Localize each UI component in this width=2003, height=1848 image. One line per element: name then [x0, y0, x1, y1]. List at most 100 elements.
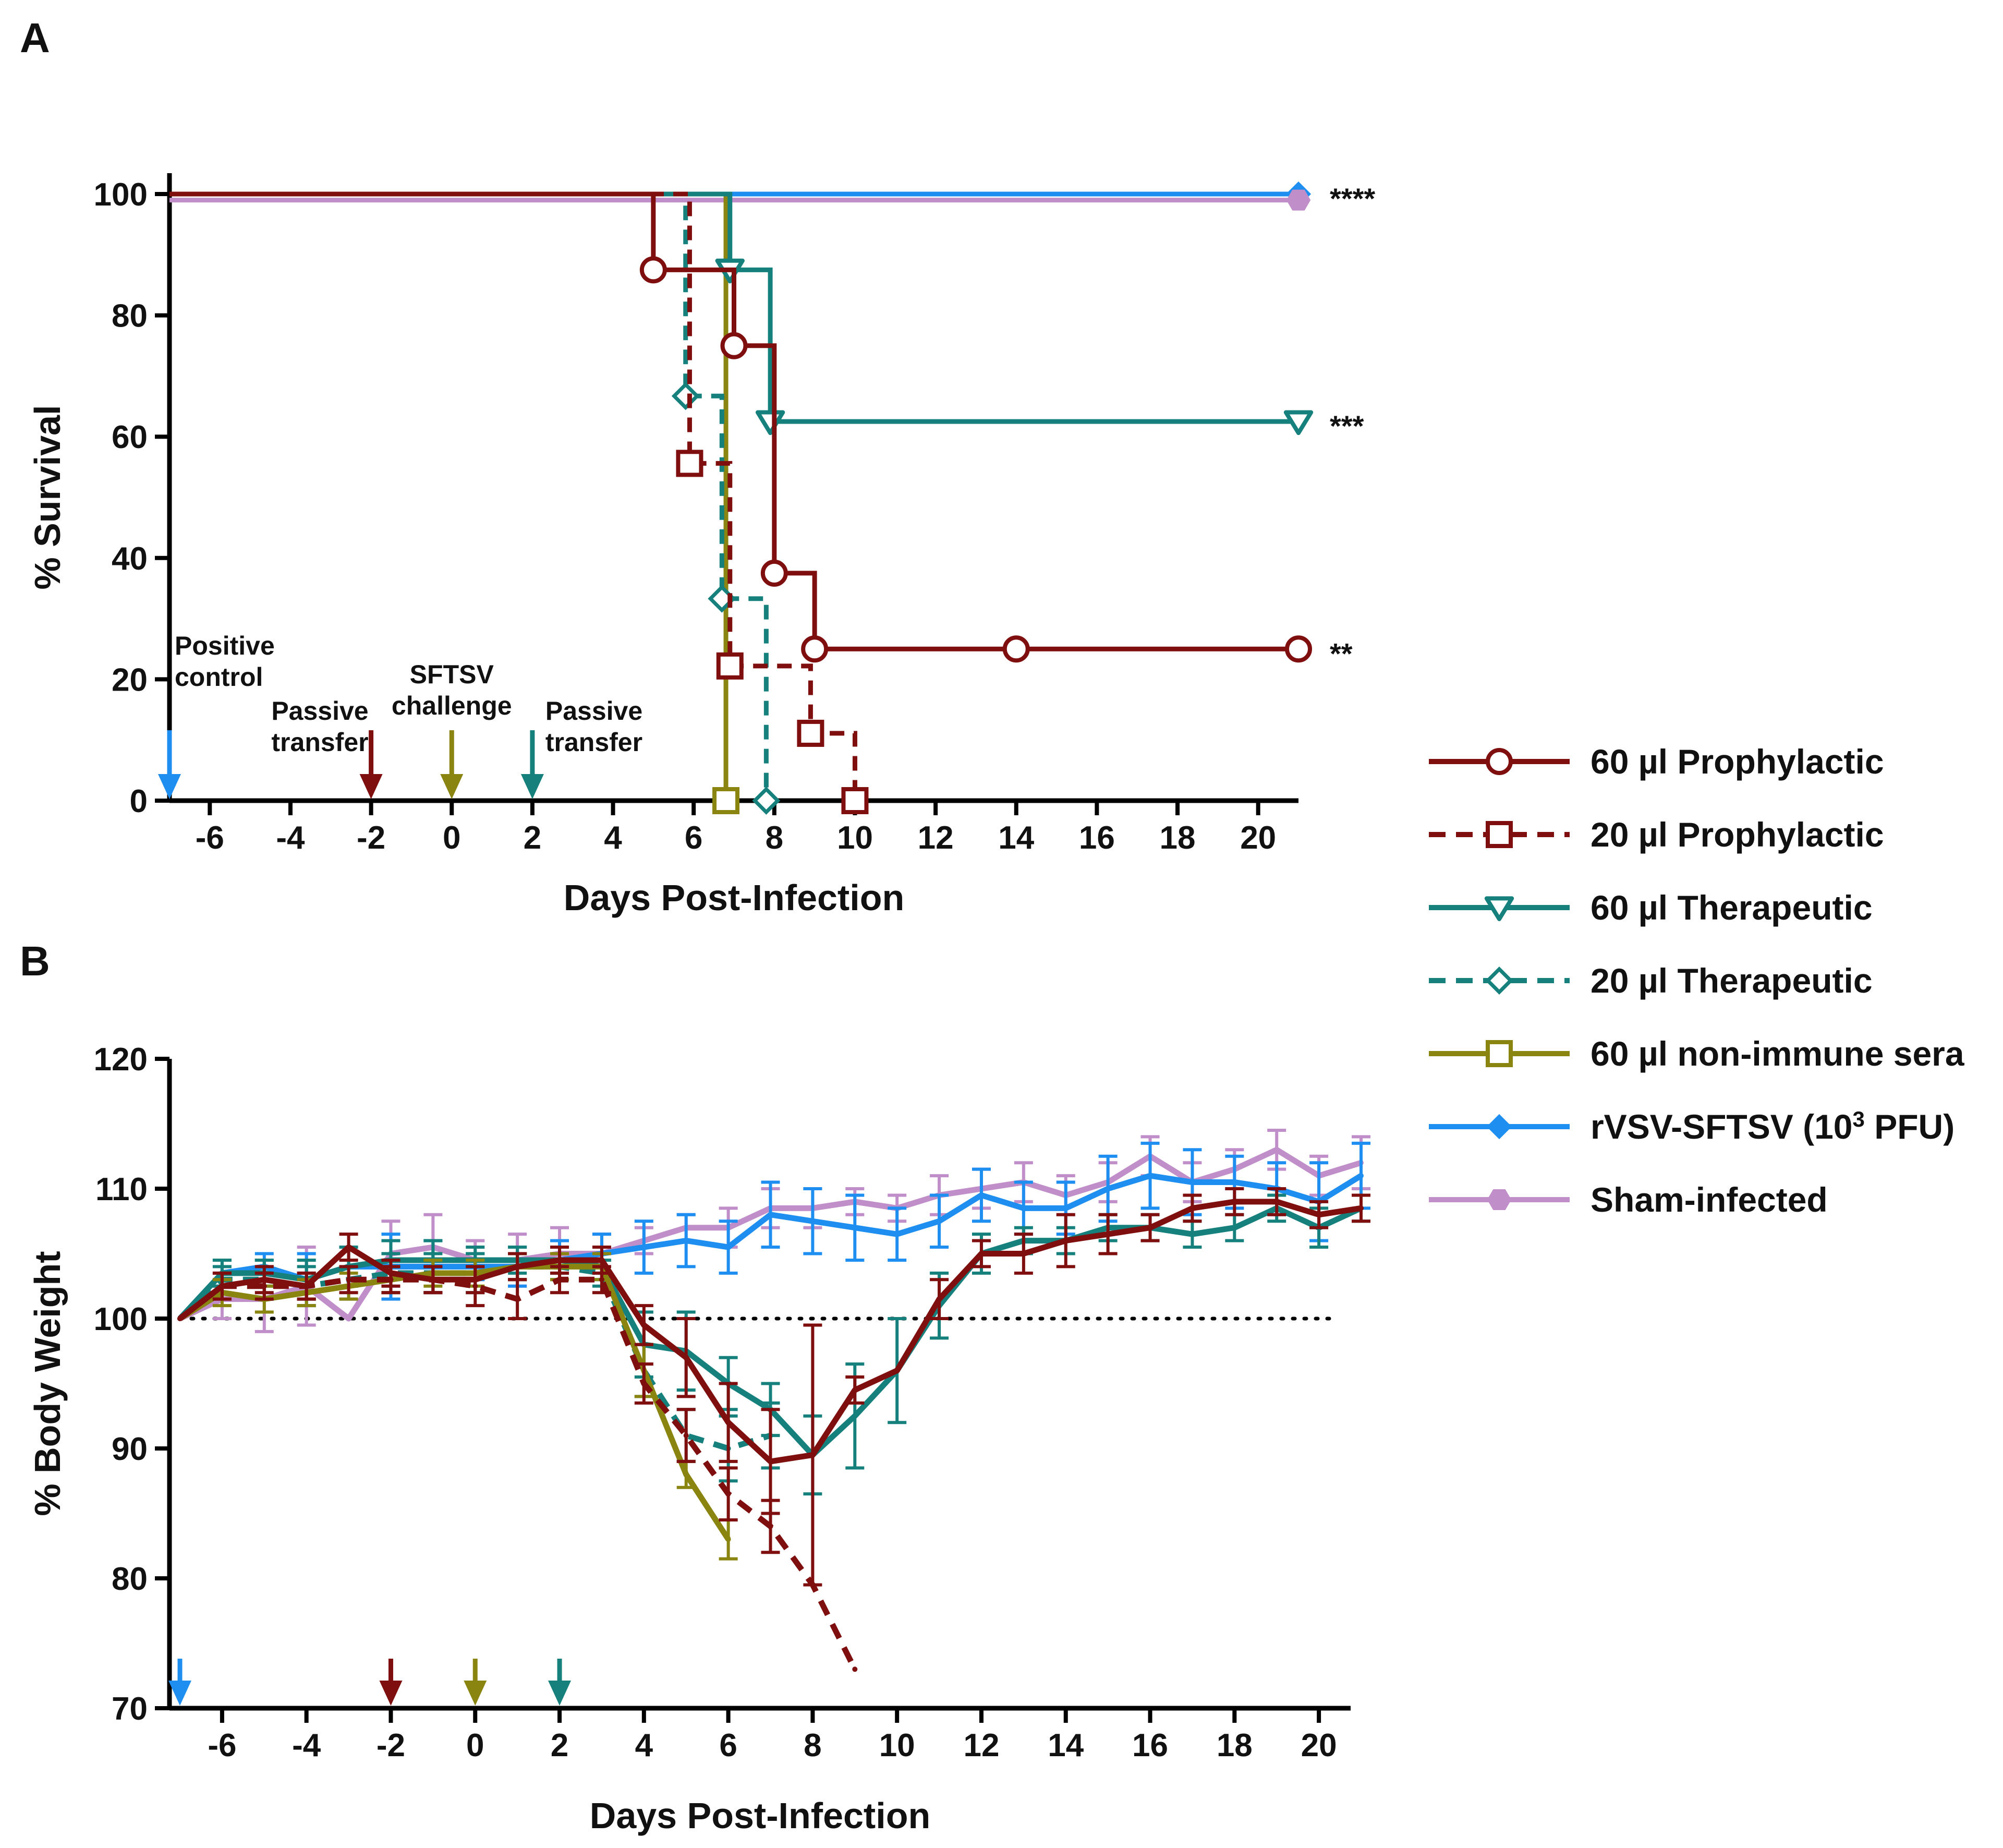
- survival-marker-p60: [720, 332, 748, 359]
- weight-point-p60: [472, 1277, 478, 1283]
- weight-y-tick-label: 100: [94, 1301, 148, 1337]
- survival-x-tick-label: 4: [604, 820, 622, 856]
- legend-marker-sham: [1487, 1189, 1512, 1211]
- survival-x-tick-label: 14: [998, 820, 1034, 856]
- legend-item-rvsv: rVSV-SFTSV (103 PFU): [1424, 1090, 1992, 1163]
- weight-point-rvsv: [1063, 1205, 1069, 1211]
- weight-x-tick-label: 20: [1301, 1728, 1337, 1764]
- survival-x-tick-label: 20: [1240, 820, 1276, 856]
- legend-label-n60: 60 µl non-immune sera: [1591, 1034, 1964, 1073]
- weight-point-rvsv: [1105, 1186, 1111, 1191]
- survival-event-label: transfer: [545, 728, 642, 757]
- legend-marker-t20: [1485, 967, 1513, 995]
- legend-label-p60: 60 µl Prophylactic: [1591, 742, 1884, 781]
- survival-significance: **: [1330, 637, 1353, 670]
- weight-event-arrow-rvsv-head: [168, 1681, 191, 1706]
- body-weight-chart: 70 80 90 100 110 120 -6 -4 -2 0 2 4 6 8 10 12 14 16 18 20 Da…: [27, 1042, 1370, 1836]
- survival-event-arrow-t60: [520, 730, 544, 799]
- survival-marker-p60: [801, 635, 829, 663]
- survival-significance: ***: [1330, 409, 1364, 442]
- legend-swatch-sham: [1429, 1189, 1570, 1211]
- legend-label-rvsv-suffix: PFU): [1864, 1107, 1955, 1146]
- survival-event-label: SFTSV: [410, 660, 494, 689]
- survival-significance: ****: [1330, 182, 1375, 215]
- weight-y-tick-label: 70: [112, 1691, 148, 1727]
- weight-point-rvsv: [1147, 1173, 1153, 1179]
- weight-event-arrow-n60-head: [464, 1681, 487, 1706]
- weight-point-p20: [683, 1433, 689, 1439]
- weight-point-p60: [1274, 1199, 1280, 1204]
- survival-marker-p60: [1002, 635, 1030, 663]
- survival-y-tick-label: 40: [112, 541, 148, 577]
- weight-point-p60: [768, 1458, 773, 1464]
- survival-marker-p60: [760, 559, 788, 587]
- weight-y-tick-label: 110: [95, 1171, 148, 1207]
- weight-point-p60: [515, 1264, 520, 1270]
- survival-y-tick-label: 80: [112, 298, 148, 334]
- legend-item-p60: 60 µl Prophylactic: [1424, 725, 1992, 798]
- legend-label-p20: 20 µl Prophylactic: [1591, 815, 1884, 854]
- survival-marker-p60: [639, 256, 667, 284]
- weight-point-t60: [1232, 1225, 1237, 1230]
- survival-x-axis-title: Days Post-Infection: [564, 877, 904, 918]
- survival-event-arrow-rvsv: [158, 730, 181, 799]
- survival-y-tick-label: 0: [130, 783, 148, 819]
- legend-label-t20: 20 µl Therapeutic: [1591, 961, 1873, 1000]
- weight-point-p60: [1316, 1212, 1322, 1217]
- legend-item-t20: 20 µl Therapeutic: [1424, 944, 1992, 1017]
- survival-marker-p20: [716, 652, 744, 680]
- legend-marker-n60: [1486, 1040, 1513, 1067]
- survival-y-tick-label: 20: [112, 662, 148, 698]
- weight-point-sham: [346, 1316, 351, 1321]
- survival-y-tick-label: 100: [94, 177, 148, 213]
- weight-x-tick-label: 18: [1217, 1728, 1253, 1764]
- weight-point-p20: [557, 1277, 563, 1283]
- survival-event-arrow-p60: [359, 730, 383, 799]
- weight-point-rvsv: [641, 1245, 647, 1250]
- legend-label-rvsv: rVSV-SFTSV (103 PFU): [1591, 1107, 1955, 1146]
- panel-b-label: B: [20, 938, 50, 984]
- survival-x-tick-label: 10: [837, 820, 873, 856]
- weight-point-rvsv: [978, 1192, 984, 1198]
- weight-point-p20: [599, 1277, 604, 1283]
- weight-series-group-t60: [177, 1193, 1370, 1496]
- legend-marker-t60: [1484, 896, 1514, 921]
- survival-y-tick-label: 60: [112, 419, 148, 455]
- weight-event-arrow-p60: [379, 1659, 403, 1706]
- weight-point-p60: [219, 1283, 225, 1289]
- weight-series-group-p20: [177, 1265, 858, 1672]
- survival-marker-p20: [797, 719, 824, 747]
- weight-point-p60: [599, 1257, 604, 1263]
- weight-x-tick-label: 16: [1132, 1728, 1168, 1764]
- weight-point-t60: [852, 1413, 858, 1419]
- weight-point-p60: [430, 1277, 436, 1283]
- survival-event-label: Passive: [271, 696, 368, 726]
- legend: 60 µl Prophylactic 20 µl Prophylactic 60…: [1424, 725, 1992, 1236]
- weight-point-p60: [388, 1270, 394, 1276]
- survival-x-tick-label: -2: [357, 820, 385, 856]
- weight-x-tick-label: 12: [963, 1728, 999, 1764]
- survival-x-tick-label: 2: [524, 820, 541, 856]
- survival-marker-n60: [712, 787, 740, 814]
- legend-swatch-rvsv: [1429, 1114, 1570, 1140]
- weight-point-p60: [725, 1420, 731, 1426]
- weight-x-tick-label: 10: [879, 1728, 915, 1764]
- legend-item-p20: 20 µl Prophylactic: [1424, 798, 1992, 871]
- survival-event-arrow-t60-head: [520, 774, 544, 799]
- weight-point-p60: [978, 1251, 984, 1257]
- legend-marker-p20: [1486, 821, 1513, 848]
- panel-a-label: A: [20, 15, 50, 61]
- weight-point-rvsv: [1232, 1179, 1237, 1185]
- weight-y-tick-label: 80: [112, 1561, 148, 1597]
- survival-chart: 0 20 40 60 80 100 -6 -4 -2 0 2 4 6 8 10 12 14 16 18 20 Days …: [27, 173, 1375, 918]
- legend-marker-p60: [1486, 748, 1513, 775]
- weight-point-p20: [641, 1381, 647, 1386]
- weight-point-p20: [768, 1524, 773, 1529]
- survival-marker-t20: [752, 787, 781, 815]
- weight-y-tick-label: 90: [112, 1431, 148, 1467]
- legend-item-t60: 60 µl Therapeutic: [1424, 871, 1992, 944]
- weight-point-p60: [177, 1316, 183, 1321]
- weight-point-p60: [1063, 1238, 1069, 1243]
- legend-swatch-p20: [1429, 821, 1570, 848]
- survival-event-label: Passive: [545, 696, 642, 726]
